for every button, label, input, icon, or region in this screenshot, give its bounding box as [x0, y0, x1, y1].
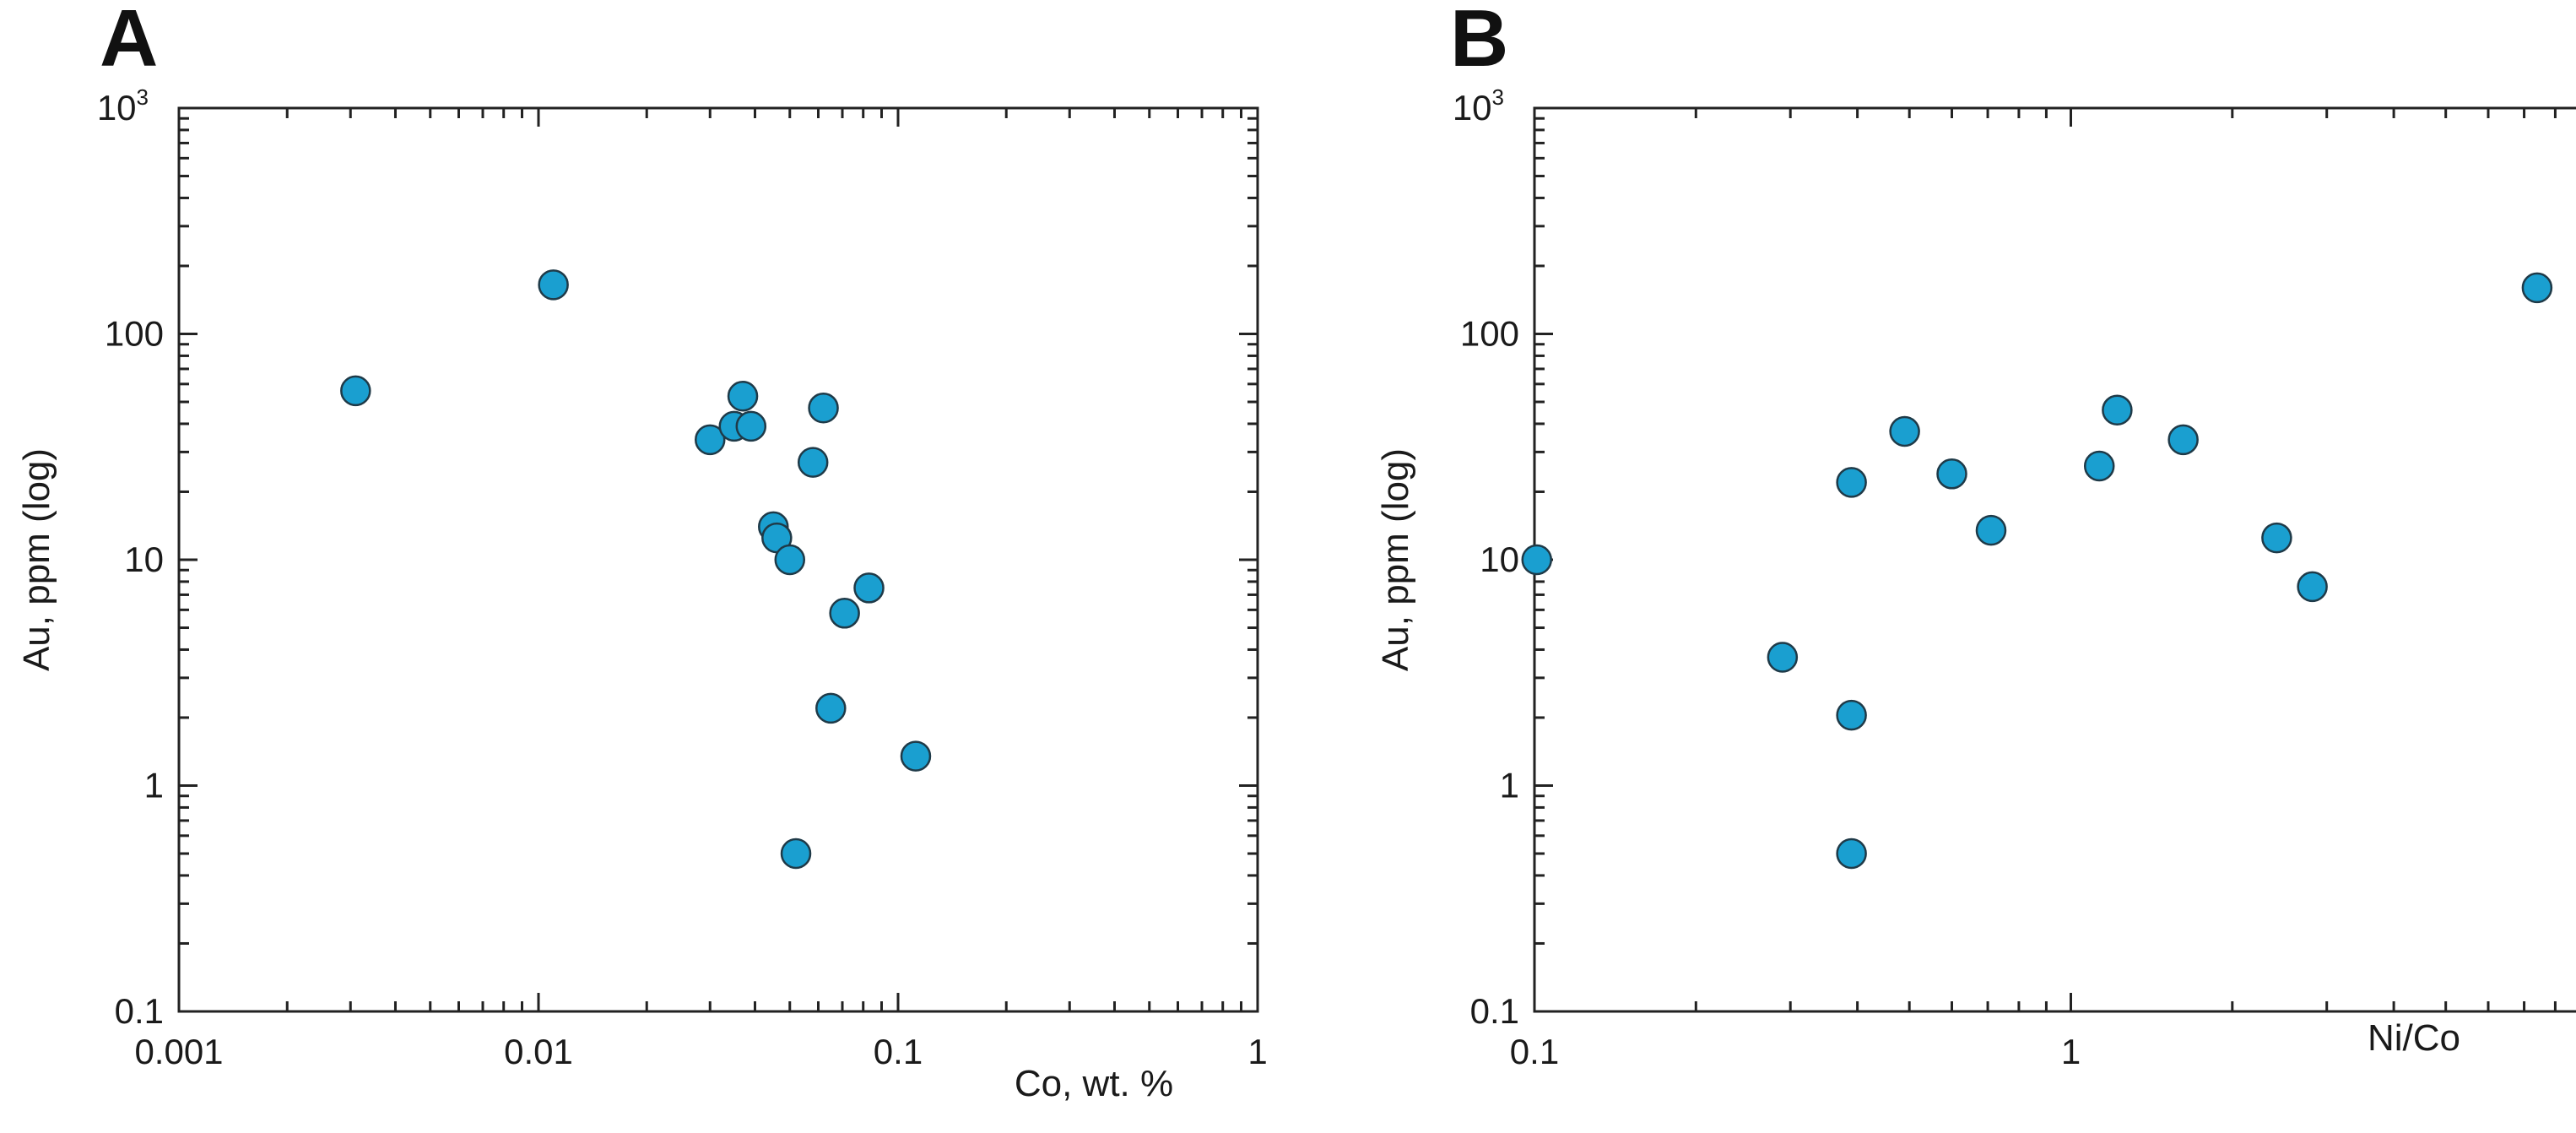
y-tick-label: 1: [144, 766, 164, 805]
data-point: [1936, 458, 1967, 490]
data-point: [1975, 514, 2007, 546]
panel-label: A: [100, 0, 158, 84]
x-tick-label: 1: [1247, 1032, 1267, 1071]
data-point: [2083, 450, 2115, 482]
data-point: [1836, 838, 1867, 870]
data-point: [1521, 544, 1552, 576]
data-point: [1767, 642, 1799, 673]
data-point: [2167, 424, 2199, 456]
y-axis-title: Au, ppm (log): [1375, 448, 1416, 671]
y-tick-label: 103: [1453, 84, 1504, 127]
x-tick-label: 1: [2061, 1032, 2081, 1071]
data-point: [340, 375, 371, 407]
data-point: [1836, 467, 1867, 498]
x-tick-label: 0.1: [1510, 1032, 1559, 1071]
data-point: [808, 392, 839, 424]
data-point: [2521, 272, 2553, 304]
x-axis-title: Co, wt. %: [1015, 1063, 1173, 1104]
data-point: [853, 572, 885, 604]
data-point: [2261, 522, 2292, 554]
data-point: [900, 740, 932, 772]
panel-a: 0.001 0.01 0.1 1 0.1 1 10 100 103 Co, wt. % Au, pp…: [16, 0, 1268, 1104]
y-tick-label: 10: [1480, 539, 1519, 579]
data-point: [727, 381, 759, 412]
y-tick-label: 103: [97, 84, 149, 127]
y-tick-label: 100: [1460, 314, 1519, 354]
y-tick-superscript: 3: [137, 84, 149, 110]
data-point: [1889, 415, 1920, 447]
x-tick-label: 0.001: [134, 1032, 223, 1071]
data-point: [735, 410, 767, 442]
y-tick-label: 100: [105, 314, 164, 354]
y-tick-label: 10: [124, 539, 164, 579]
y-axis-title: Au, ppm (log): [16, 448, 57, 671]
y-tick-label: 0.1: [115, 991, 164, 1031]
plot-frame: [1533, 106, 2576, 1013]
x-tick-label: 0.01: [504, 1032, 573, 1071]
data-point: [1836, 699, 1867, 731]
data-point: [538, 269, 569, 301]
y-tick-label: 1: [1500, 766, 1519, 805]
x-tick-label: 0.1: [874, 1032, 923, 1071]
y-tick-superscript: 3: [1492, 84, 1504, 110]
data-point: [797, 447, 829, 478]
panel-label: B: [1450, 0, 1508, 84]
data-point: [774, 544, 806, 576]
data-point: [2102, 394, 2133, 426]
data-point: [695, 424, 726, 456]
data-point: [2297, 571, 2328, 603]
y-tick-label: 0.1: [1470, 991, 1519, 1031]
data-point: [815, 692, 847, 724]
data-point: [829, 598, 860, 629]
x-axis-title: Ni/Co: [2368, 1017, 2460, 1059]
plot-frame: [177, 106, 1259, 1013]
data-point: [780, 838, 812, 870]
